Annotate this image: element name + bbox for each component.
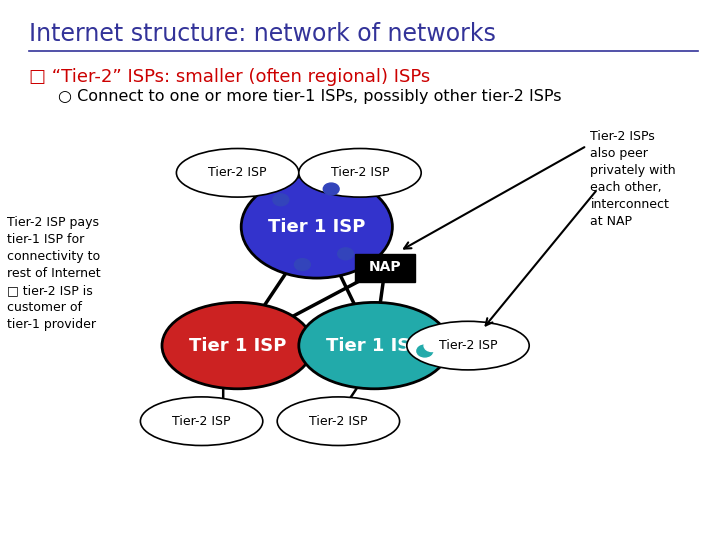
Circle shape [338,248,354,260]
Ellipse shape [277,397,400,445]
Ellipse shape [299,302,450,389]
Text: Tier 1 ISP: Tier 1 ISP [268,218,366,236]
Circle shape [424,340,440,352]
Text: ○ Connect to one or more tier-1 ISPs, possibly other tier-2 ISPs: ○ Connect to one or more tier-1 ISPs, po… [58,89,561,104]
Circle shape [381,372,397,384]
Text: Tier 1 ISP: Tier 1 ISP [325,336,423,355]
Circle shape [330,323,346,335]
FancyBboxPatch shape [355,254,415,282]
Ellipse shape [176,148,299,197]
Text: Tier-2 ISP: Tier-2 ISP [309,415,368,428]
Text: Tier-2 ISP: Tier-2 ISP [208,166,267,179]
Ellipse shape [140,397,263,445]
Text: Internet structure: network of networks: Internet structure: network of networks [29,22,495,45]
Circle shape [244,372,260,384]
Ellipse shape [162,302,313,389]
Circle shape [294,259,310,271]
Circle shape [323,183,339,195]
Circle shape [266,318,282,330]
Ellipse shape [241,176,392,278]
Text: NAP: NAP [369,260,402,274]
Text: Tier-2 ISP: Tier-2 ISP [438,339,498,352]
Text: Tier-2 ISP: Tier-2 ISP [330,166,390,179]
Circle shape [215,372,231,384]
Circle shape [273,194,289,206]
Text: Tier-2 ISPs
also peer
privately with
each other,
interconnect
at NAP: Tier-2 ISPs also peer privately with eac… [590,130,676,227]
Text: Tier-2 ISP: Tier-2 ISP [172,415,231,428]
Text: Tier-2 ISP pays
tier-1 ISP for
connectivity to
rest of Internet
□ tier-2 ISP is
: Tier-2 ISP pays tier-1 ISP for connectiv… [7,216,101,331]
Ellipse shape [299,148,421,197]
Text: Tier 1 ISP: Tier 1 ISP [189,336,287,355]
Ellipse shape [407,321,529,370]
Text: □ “Tier-2” ISPs: smaller (often regional) ISPs: □ “Tier-2” ISPs: smaller (often regional… [29,68,430,85]
Circle shape [417,345,433,357]
